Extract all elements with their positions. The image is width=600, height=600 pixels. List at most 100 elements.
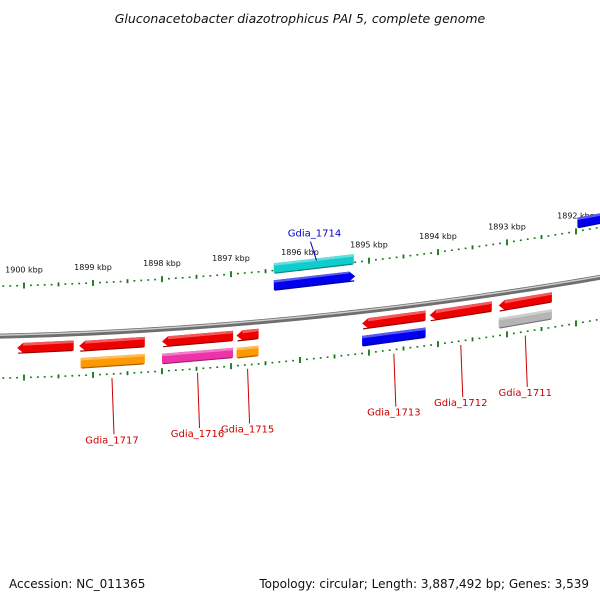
scale-tick-lower <box>237 364 239 367</box>
gene-feature[interactable] <box>162 347 234 364</box>
scale-tick-lower <box>105 373 108 376</box>
tick-label: 1898 kbp <box>143 259 181 268</box>
gene-shadow <box>274 263 353 274</box>
scale-tick-upper <box>499 242 501 245</box>
scale-tick-upper <box>2 285 5 287</box>
scale-tick-lower <box>243 364 246 366</box>
gene-shadow <box>363 336 425 347</box>
scale-tick-lower <box>423 345 426 347</box>
scale-tick-lower <box>209 366 212 369</box>
gene-g1711b[interactable] <box>498 309 552 329</box>
scale-tick-upper <box>395 256 398 259</box>
coordinate-axis: 1900 kbp 1899 kbp 1898 kbp 1897 kbp 1896 kbp… <box>2 211 598 381</box>
gene-shadow <box>237 355 258 359</box>
scale-tick-lower <box>595 319 598 321</box>
scale-tick-lower <box>347 354 350 356</box>
label-leader <box>197 372 201 428</box>
gene-highlight <box>368 310 426 322</box>
scale-tick-lower <box>513 332 515 335</box>
backbone-highlight <box>0 275 600 336</box>
scale-tick-lower <box>23 374 25 381</box>
gene-label[interactable]: Gdia_1715 <box>221 424 274 435</box>
scale-tick-upper <box>92 279 94 286</box>
gene-highlight <box>273 254 354 266</box>
gene-label[interactable]: Gdia_1714 <box>288 229 341 240</box>
gene-g1716b[interactable] <box>162 347 234 365</box>
scale-tick-lower <box>457 340 460 343</box>
scale-tick-lower <box>354 353 357 356</box>
gene-label[interactable]: Gdia_1712 <box>434 398 487 409</box>
gene-g1714b[interactable]: Gdia_1714 <box>273 229 356 291</box>
scale-tick-upper <box>161 276 163 283</box>
scale-tick-upper <box>181 276 184 279</box>
scale-tick-upper <box>105 281 108 284</box>
scale-tick-lower <box>112 373 115 375</box>
scale-tick-upper <box>168 277 170 280</box>
scale-tick-lower <box>540 327 543 332</box>
gene-label[interactable]: Gdia_1716 <box>171 429 224 440</box>
scale-tick-upper <box>354 261 357 264</box>
gene-label[interactable]: Gdia_1711 <box>499 388 552 399</box>
gene-shadow <box>162 340 233 348</box>
gene-feature[interactable] <box>498 309 552 328</box>
gene-g1711[interactable]: Gdia_1711 <box>499 292 552 399</box>
scale-tick-lower <box>437 341 439 348</box>
gene-g1713b[interactable] <box>362 327 426 347</box>
gene-highlight <box>162 347 234 357</box>
scale-tick-upper <box>533 237 536 239</box>
scale-tick-lower <box>36 376 39 378</box>
scale-tick-lower <box>188 368 191 371</box>
scale-tick-lower <box>78 374 81 377</box>
scale-tick-lower <box>492 335 495 338</box>
label-leader <box>111 377 115 435</box>
scale-tick-upper <box>140 279 143 282</box>
scale-tick-lower <box>43 376 46 378</box>
gene-g1717[interactable]: Gdia_1717 <box>79 336 145 446</box>
scale-tick-upper <box>112 281 115 283</box>
gene-shadow <box>499 301 551 312</box>
scale-tick-upper <box>271 269 274 272</box>
gene-feature[interactable] <box>273 271 356 291</box>
scale-tick-lower <box>126 371 129 376</box>
gene-g1716[interactable]: Gdia_1716 <box>162 330 234 440</box>
scale-tick-upper <box>471 245 474 250</box>
scale-tick-lower <box>375 351 377 353</box>
tick-label: 1897 kbp <box>212 254 250 263</box>
scale-tick-upper <box>195 274 198 279</box>
gene-g1712[interactable]: Gdia_1712 <box>429 301 492 409</box>
scale-tick-lower <box>326 356 329 358</box>
scale-tick-lower <box>381 350 384 352</box>
scale-tick-lower <box>519 331 522 334</box>
gene-g1714[interactable] <box>273 254 354 274</box>
scale-tick-lower <box>168 369 170 372</box>
scale-tick-upper <box>64 283 67 285</box>
scale-tick-upper <box>9 285 12 287</box>
gene-g1715b[interactable] <box>236 345 259 359</box>
scale-tick-upper <box>540 235 543 240</box>
scale-tick-upper <box>71 283 74 285</box>
gene-shadow <box>363 319 425 330</box>
tick-label: 1894 kbp <box>419 232 457 241</box>
scale-tick-lower <box>450 341 453 344</box>
gene-g1713[interactable]: Gdia_1713 <box>362 310 426 419</box>
scale-tick-upper <box>388 257 391 260</box>
scale-tick-upper <box>99 281 101 284</box>
scale-tick-upper <box>174 277 177 280</box>
scale-tick-lower <box>161 368 163 375</box>
scale-tick-upper <box>202 275 205 278</box>
label-leader <box>524 335 528 387</box>
gene-label[interactable]: Gdia_1717 <box>85 435 138 446</box>
scale-tick-upper <box>36 284 39 286</box>
scale-tick-upper <box>568 231 570 234</box>
gene-g1718[interactable] <box>17 340 74 354</box>
gene-g1710[interactable] <box>577 208 600 229</box>
scale-tick-lower <box>361 352 363 355</box>
scale-tick-lower <box>554 326 557 328</box>
gene-g1715[interactable]: Gdia_1715 <box>221 328 274 436</box>
gene-label[interactable]: Gdia_1713 <box>367 408 420 419</box>
scale-tick-upper <box>23 282 25 289</box>
genome-backbone <box>0 274 600 339</box>
gene-feature[interactable] <box>362 327 426 346</box>
gene-g1717b[interactable] <box>80 353 145 369</box>
scale-tick-lower <box>264 361 267 366</box>
